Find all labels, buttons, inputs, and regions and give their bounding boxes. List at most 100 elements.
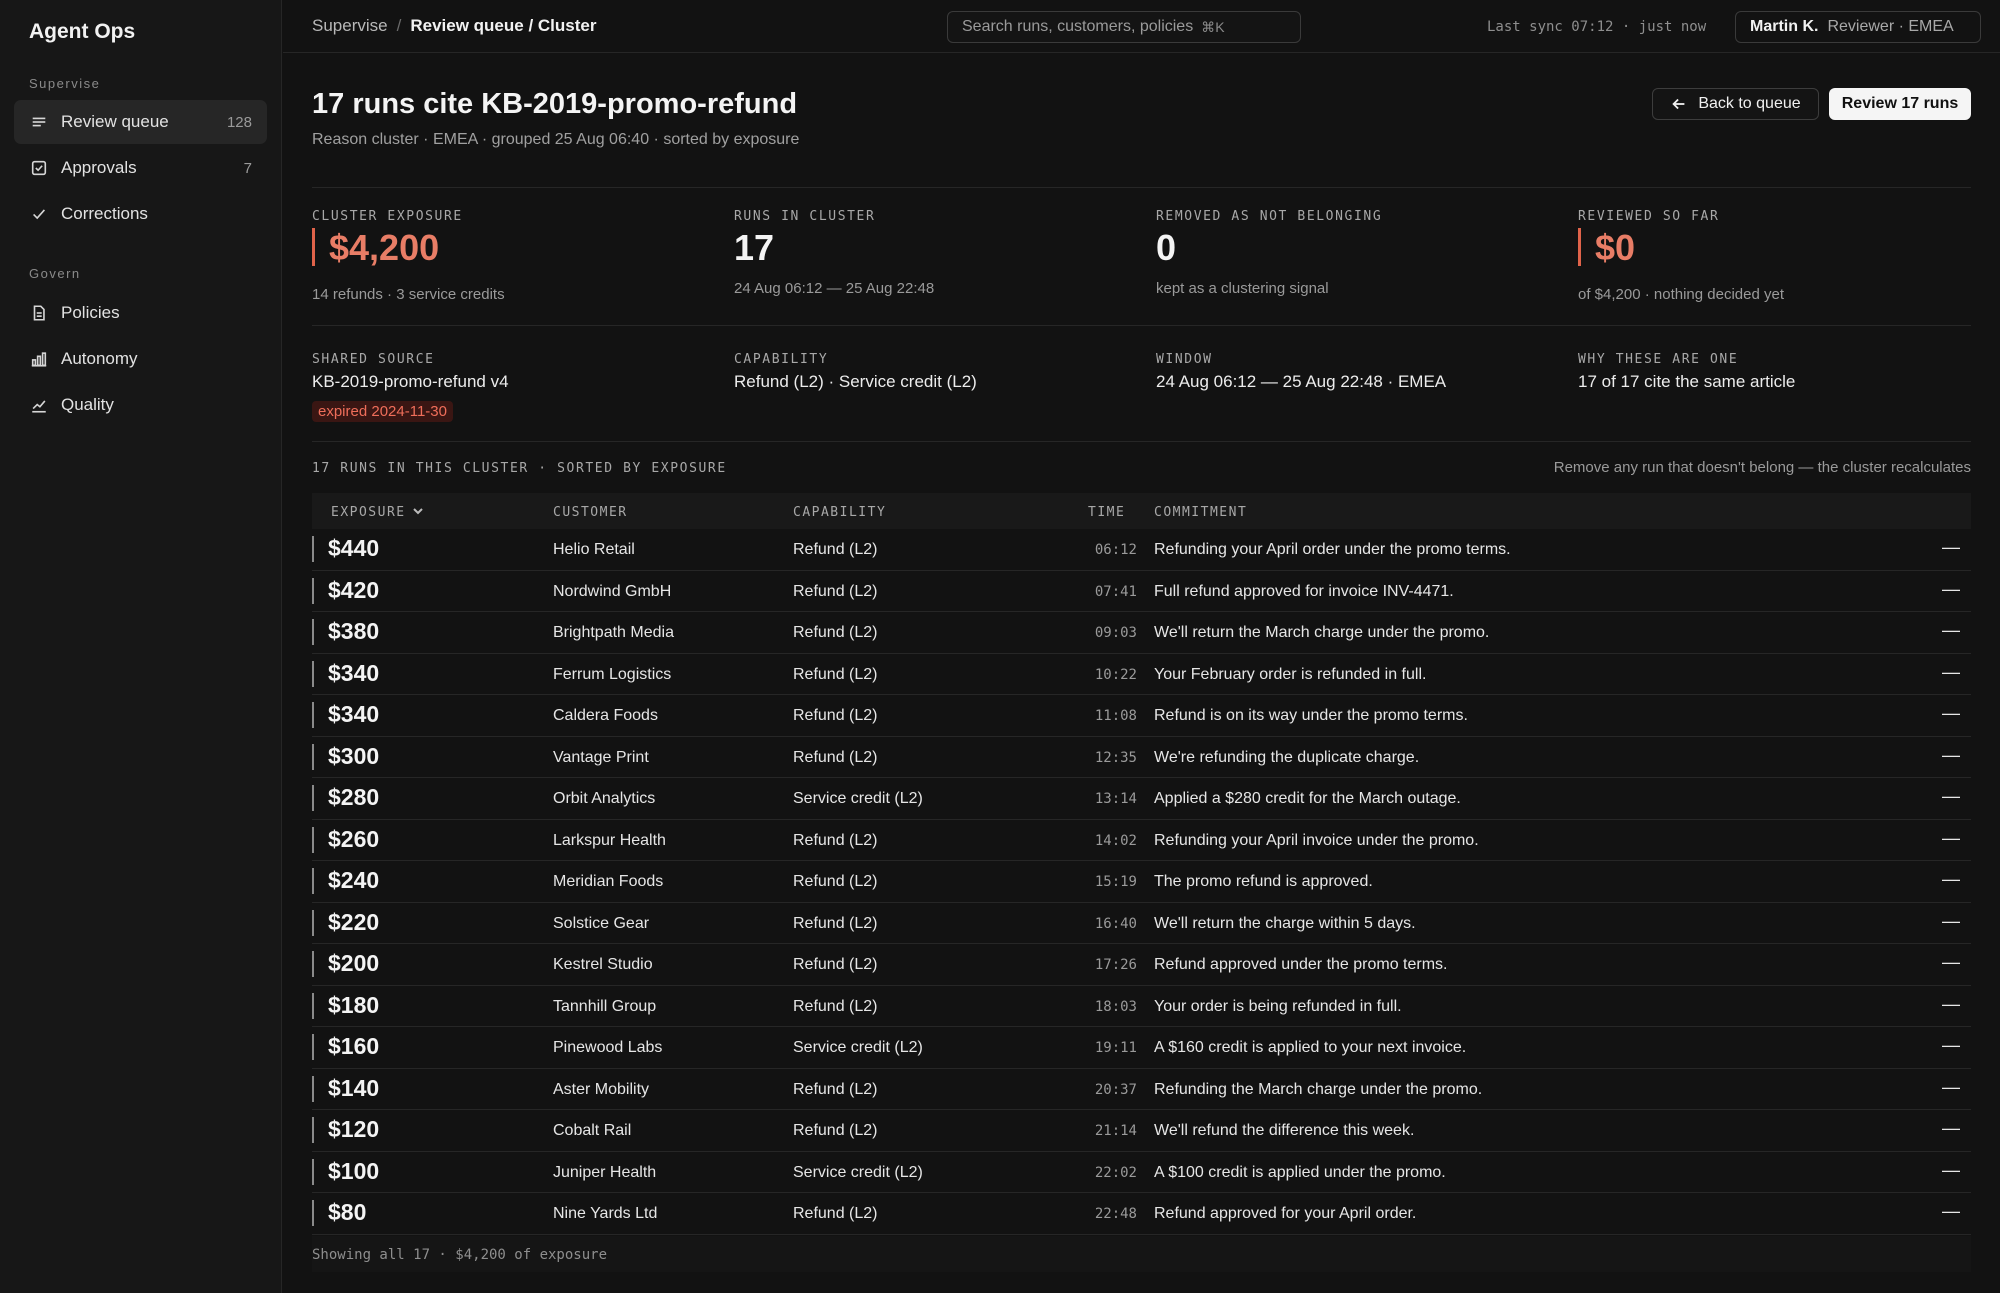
table-row[interactable]: $380 Brightpath Media Refund (L2) 09:03 We'l… xyxy=(312,612,1971,654)
table-row[interactable]: $240 Meridian Foods Refund (L2) 15:19 The pr… xyxy=(312,861,1971,903)
remove-run-button[interactable]: — xyxy=(1942,1118,1960,1138)
remove-run-button[interactable]: — xyxy=(1942,1076,1960,1097)
meta-label-why: WHY THESE ARE ONE xyxy=(1578,352,1739,367)
row-capability: Service credit (L2) xyxy=(793,1039,923,1056)
table-row[interactable]: $280 Orbit Analytics Service credit (L2) 13… xyxy=(312,778,1971,820)
remove-run-button[interactable]: — xyxy=(1942,1201,1960,1221)
back-to-queue-button[interactable]: Back to queue xyxy=(1652,88,1819,120)
table-row[interactable]: $160 Pinewood Labs Service credit (L2) 19:1… xyxy=(312,1027,1971,1069)
row-customer: Brightpath Media xyxy=(553,624,674,641)
row-indicator xyxy=(312,660,314,687)
sidebar-item-review-queue[interactable]: Review queue 128 xyxy=(14,100,267,144)
row-capability: Refund (L2) xyxy=(793,582,878,600)
sidebar-item-label: Approvals xyxy=(61,158,137,177)
table-row[interactable]: $120 Cobalt Rail Refund (L2) 21:14 We'll ref… xyxy=(312,1110,1971,1152)
sidebar-item-policies[interactable]: Policies xyxy=(14,291,267,335)
divider xyxy=(312,441,1971,442)
table-row[interactable]: $260 Larkspur Health Refund (L2) 14:02 Refun… xyxy=(312,820,1971,861)
row-exposure: $260 xyxy=(328,825,380,852)
remove-run-button[interactable]: — xyxy=(1942,661,1960,682)
remove-run-button[interactable]: — xyxy=(1942,578,1960,599)
row-capability: Refund (L2) xyxy=(793,1205,878,1222)
sync-status: Last sync 07:12 · just now xyxy=(1487,19,1707,35)
stat-note-runs: 24 Aug 06:12 — 25 Aug 22:48 xyxy=(734,280,935,297)
user-menu[interactable]: Martin K. Reviewer · EMEA xyxy=(1735,11,1981,43)
row-time: 07:41 xyxy=(1094,583,1137,600)
check-icon xyxy=(29,204,49,224)
remove-run-button[interactable]: — xyxy=(1942,952,1960,972)
divider xyxy=(312,325,1971,326)
table-row[interactable]: $140 Aster Mobility Refund (L2) 20:37 Refund… xyxy=(312,1069,1971,1110)
meta-label-capability: CAPABILITY xyxy=(734,352,829,367)
row-indicator xyxy=(312,951,314,977)
table-row[interactable]: $340 Caldera Foods Refund (L2) 11:08 Refund … xyxy=(312,695,1971,737)
remove-run-button[interactable]: — xyxy=(1942,620,1960,640)
remove-run-button[interactable]: — xyxy=(1942,703,1960,723)
divider xyxy=(312,187,1971,188)
breadcrumb-root[interactable]: Supervise xyxy=(312,16,388,35)
row-time: 16:40 xyxy=(1094,915,1137,932)
sidebar-item-quality[interactable]: Quality xyxy=(14,383,267,427)
row-customer: Pinewood Labs xyxy=(553,1039,663,1056)
remove-run-button[interactable]: — xyxy=(1942,537,1960,557)
row-time: 14:02 xyxy=(1094,832,1137,849)
row-capability: Refund (L2) xyxy=(793,831,878,849)
row-indicator xyxy=(312,1034,314,1060)
row-exposure: $300 xyxy=(328,742,380,769)
breadcrumb-current: Review queue / Cluster xyxy=(410,16,597,35)
top-bar: Supervise / Review queue / Cluster Searc… xyxy=(283,0,2000,53)
sidebar-item-approvals[interactable]: Approvals 7 xyxy=(14,146,267,190)
row-indicator xyxy=(312,909,314,936)
row-customer: Caldera Foods xyxy=(553,707,658,724)
review-runs-button[interactable]: Review 17 runs xyxy=(1829,88,1971,120)
sidebar-item-count: 128 xyxy=(226,113,252,131)
column-header-exposure[interactable]: EXPOSURE xyxy=(331,505,424,520)
row-customer: Helio Retail xyxy=(553,541,635,558)
table-row[interactable]: $440 Helio Retail Refund (L2) 06:12 Refundin… xyxy=(312,529,1971,571)
table-hint: Remove any run that doesn't belong — the… xyxy=(1553,459,1971,476)
row-exposure: $340 xyxy=(328,701,380,727)
row-time: 22:02 xyxy=(1094,1164,1137,1181)
table-row[interactable]: $340 Ferrum Logistics Refund (L2) 10:22 Your… xyxy=(312,654,1971,695)
search-input[interactable]: Search runs, customers, policies ⌘K xyxy=(947,11,1301,43)
stat-value-exposure: $4,200 xyxy=(312,227,439,269)
row-commitment: Refunding your April order under the pro… xyxy=(1154,541,1511,558)
remove-run-button[interactable]: — xyxy=(1942,1035,1960,1055)
remove-run-button[interactable]: — xyxy=(1942,744,1960,765)
page-subtitle: Reason cluster · EMEA · grouped 25 Aug 0… xyxy=(312,131,800,148)
table-row[interactable]: $180 Tannhill Group Refund (L2) 18:03 Your o… xyxy=(312,986,1971,1027)
row-capability: Refund (L2) xyxy=(793,1080,878,1098)
sidebar-item-label: Corrections xyxy=(61,204,148,223)
remove-run-button[interactable]: — xyxy=(1942,993,1960,1014)
row-time: 09:03 xyxy=(1094,625,1137,641)
table-row[interactable]: $220 Solstice Gear Refund (L2) 16:40 We'll r… xyxy=(312,903,1971,944)
remove-run-button[interactable]: — xyxy=(1942,1159,1960,1180)
row-commitment: A $100 credit is applied under the promo… xyxy=(1154,1163,1446,1181)
search-shortcut: ⌘K xyxy=(1201,18,1225,35)
stat-label-exposure: CLUSTER EXPOSURE xyxy=(312,209,463,224)
row-exposure: $180 xyxy=(328,991,380,1018)
row-commitment: A $160 credit is applied to your next in… xyxy=(1154,1039,1467,1056)
table-row[interactable]: $300 Vantage Print Refund (L2) 12:35 We're r… xyxy=(312,737,1971,778)
column-header-commitment: COMMITMENT xyxy=(1154,505,1248,520)
remove-run-button[interactable]: — xyxy=(1942,827,1960,848)
row-exposure: $340 xyxy=(328,659,380,686)
table-caption: 17 RUNS IN THIS CLUSTER · SORTED BY EXPO… xyxy=(312,461,727,476)
stat-value-runs: 17 xyxy=(734,227,775,268)
table-row[interactable]: $100 Juniper Health Service credit (L2) 22:… xyxy=(312,1152,1971,1193)
row-customer: Meridian Foods xyxy=(553,873,664,890)
remove-run-button[interactable]: — xyxy=(1942,869,1960,889)
row-commitment: We're refunding the duplicate charge. xyxy=(1154,748,1420,766)
table-row[interactable]: $200 Kestrel Studio Refund (L2) 17:26 Refund… xyxy=(312,944,1971,986)
table-row[interactable]: $80 Nine Yards Ltd Refund (L2) 22:48 Refund … xyxy=(312,1193,1971,1235)
table-row[interactable]: $420 Nordwind GmbH Refund (L2) 07:41 Full re… xyxy=(312,571,1971,612)
row-indicator xyxy=(312,826,314,853)
row-commitment: We'll return the charge within 5 days. xyxy=(1154,914,1416,932)
column-header-time: TIME xyxy=(1088,505,1126,520)
row-commitment: We'll refund the difference this week. xyxy=(1154,1122,1415,1139)
remove-run-button[interactable]: — xyxy=(1942,910,1960,931)
remove-run-button[interactable]: — xyxy=(1942,786,1960,806)
row-time: 13:14 xyxy=(1094,791,1137,807)
sidebar-item-autonomy[interactable]: Autonomy xyxy=(14,337,267,381)
sidebar-item-corrections[interactable]: Corrections xyxy=(14,192,267,236)
